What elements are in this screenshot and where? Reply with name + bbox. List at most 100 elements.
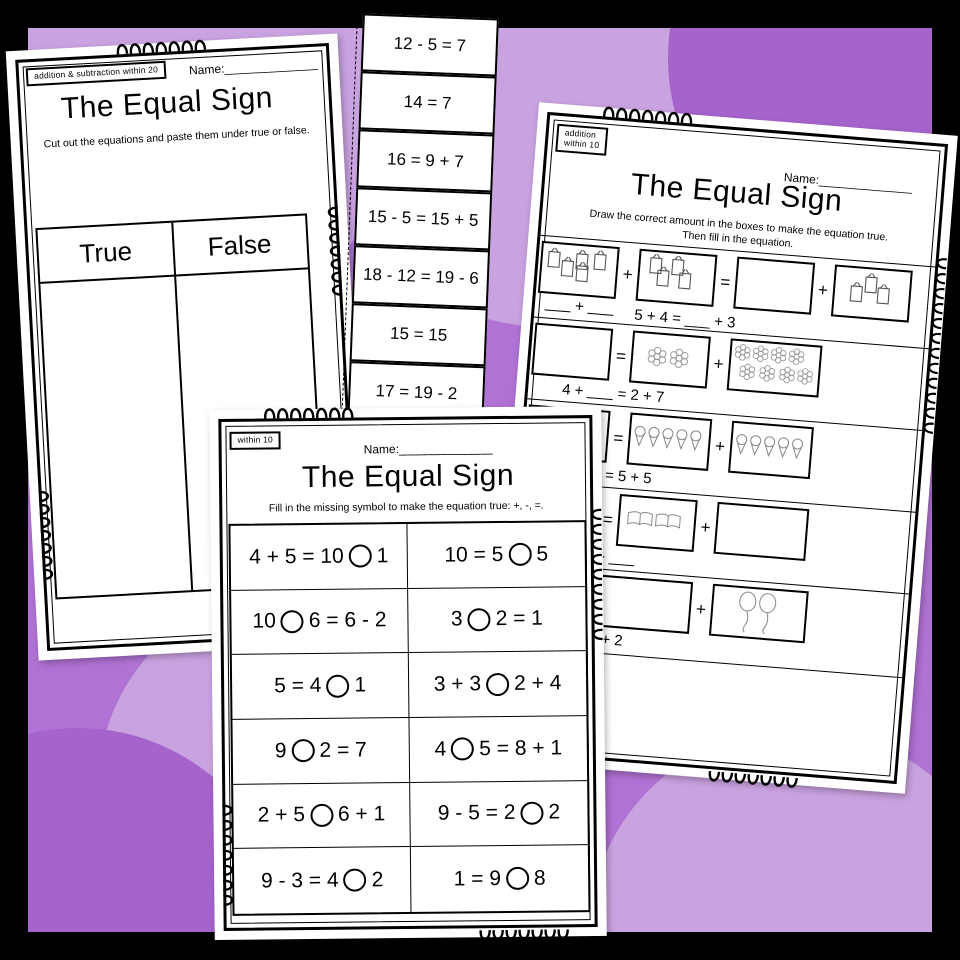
picture-box-empty[interactable] — [531, 322, 614, 381]
equation-right: 1 — [354, 673, 367, 697]
answer-circle[interactable] — [505, 866, 530, 891]
plus-operator: + — [714, 435, 726, 456]
gift-icon — [544, 245, 613, 295]
table-header-false: False — [171, 215, 308, 277]
picture-row-gift[interactable]: + = + — [537, 240, 913, 323]
picture-box-filled[interactable] — [727, 420, 814, 480]
equation-card[interactable]: 14 = 7 — [358, 71, 497, 135]
equation-card[interactable]: 12 - 5 = 7 — [360, 13, 499, 77]
picture-box-filled[interactable] — [708, 583, 809, 644]
equation-right: 5 = 8 + 1 — [479, 736, 563, 761]
equals-operator: = — [602, 509, 614, 529]
plus-operator: + — [621, 264, 634, 284]
spiral-binding-side-icon — [37, 487, 58, 584]
equation-left: 9 — [274, 739, 287, 763]
picture-box-filled[interactable] — [628, 330, 711, 389]
equation-left: 9 - 3 = 4 — [260, 868, 339, 893]
equation-cell[interactable]: 5 = 4 1 — [231, 653, 410, 720]
ice-cream-icon — [631, 424, 707, 459]
equation-left: 10 — [252, 609, 276, 634]
spiral-binding-side-icon — [221, 802, 238, 906]
picture-box-empty[interactable] — [713, 501, 810, 562]
picture-box-filled[interactable] — [626, 412, 713, 471]
answer-circle[interactable] — [326, 674, 350, 698]
equation-cell[interactable]: 3 + 3 2 + 4 — [408, 651, 587, 718]
spiral-binding-side-icon — [916, 254, 948, 455]
equation-cell[interactable]: 9 2 = 7 — [232, 717, 411, 785]
spiral-binding-bottom-icon — [705, 770, 802, 794]
equals-operator: = — [615, 345, 627, 366]
spiral-binding-side-icon — [322, 204, 343, 301]
answer-circle[interactable] — [508, 543, 532, 567]
equals-operator: = — [612, 427, 625, 448]
answer-circle[interactable] — [343, 868, 367, 892]
equals-operator: = — [719, 271, 731, 292]
flower-icon — [646, 344, 694, 375]
plus-operator: + — [712, 353, 725, 374]
table-column-divider — [174, 274, 194, 591]
equation-cell[interactable]: 4 + 5 = 10 1 — [230, 523, 409, 591]
equation-cell[interactable]: 10 6 = 6 - 2 — [231, 588, 409, 656]
equation-right: 6 = 6 - 2 — [308, 608, 387, 633]
equation-right: 2 — [371, 867, 384, 892]
ice-cream-icon — [733, 433, 809, 468]
equation-right: 6 + 1 — [337, 802, 386, 827]
answer-circle[interactable] — [291, 739, 315, 763]
equation-card[interactable]: 15 = 15 — [349, 303, 488, 367]
equation-card[interactable]: 15 - 5 = 15 + 5 — [354, 187, 493, 251]
gift-icon — [644, 253, 709, 303]
table-header-true: True — [37, 222, 177, 284]
equation-cell[interactable]: 3 2 = 1 — [408, 586, 586, 654]
spiral-binding-icon — [600, 101, 697, 125]
answer-circle[interactable] — [280, 610, 304, 634]
picture-box-empty[interactable] — [733, 256, 816, 315]
equation-right: 2 — [548, 800, 561, 825]
gift-icon — [845, 271, 898, 316]
answer-circle[interactable] — [467, 608, 491, 632]
equation-left: 1 = 9 — [453, 866, 502, 891]
equation-left: 5 = 4 — [274, 674, 322, 698]
equation-cell[interactable]: 9 - 3 = 4 2 — [233, 847, 412, 914]
spiral-binding-side-icon — [586, 506, 603, 642]
page-title: The Equal Sign — [301, 458, 515, 495]
equation-card[interactable]: 16 = 9 + 7 — [356, 129, 495, 193]
tag-line-2: within 10 — [563, 137, 600, 150]
missing-symbol-grid: 4 + 5 = 10 1 10 = 5 5 10 6 = 6 - 2 3 2 = 1 5… — [228, 520, 591, 916]
name-field-label[interactable]: Name:______________ — [363, 441, 493, 457]
picture-box-filled[interactable] — [537, 240, 620, 299]
equation-left: 3 — [450, 607, 463, 632]
equation-left: 4 + 5 = 10 — [249, 544, 344, 569]
plus-operator: + — [699, 517, 712, 537]
equation-cell[interactable]: 4 5 = 8 + 1 — [409, 716, 588, 783]
picture-box-filled[interactable] — [830, 264, 913, 323]
cut-out-equation-strip[interactable]: 12 - 5 = 7 14 = 7 16 = 9 + 7 15 - 5 = 15… — [340, 11, 505, 436]
spiral-binding-icon — [261, 403, 357, 420]
answer-circle[interactable] — [451, 737, 475, 761]
equation-cell[interactable]: 9 - 5 = 2 2 — [410, 780, 588, 848]
equation-right: 2 = 1 — [495, 607, 544, 631]
picture-box-filled[interactable] — [726, 338, 823, 398]
plus-operator: + — [695, 598, 707, 619]
worksheet-missing-symbol[interactable]: within 10 Name:______________ The Equal … — [209, 403, 607, 941]
equation-right: 8 — [533, 866, 546, 890]
equation-right: 2 + 4 — [513, 671, 562, 696]
equation-cell[interactable]: 10 = 5 5 — [407, 522, 586, 589]
equation-left: 3 + 3 — [433, 672, 482, 696]
flower-icon — [731, 343, 818, 395]
spiral-binding-bottom-icon — [477, 928, 573, 945]
equation-left: 4 — [434, 737, 447, 761]
picture-box-filled[interactable] — [635, 248, 718, 307]
answer-circle[interactable] — [486, 672, 510, 696]
picture-box-empty[interactable] — [593, 574, 694, 634]
answer-circle[interactable] — [309, 803, 334, 828]
equation-cell[interactable]: 1 = 9 8 — [411, 845, 589, 912]
equation-right: 1 — [376, 544, 389, 568]
answer-circle[interactable] — [520, 801, 544, 825]
answer-circle[interactable] — [348, 544, 372, 568]
book-icon — [625, 508, 689, 538]
worksheet-true-false[interactable]: addition & subtraction within 20 Name:__… — [5, 33, 371, 661]
equation-card[interactable]: 18 - 12 = 19 - 6 — [351, 245, 490, 309]
equation-cell[interactable]: 2 + 5 6 + 1 — [233, 782, 411, 850]
picture-box-filled[interactable] — [615, 493, 698, 553]
picture-row-flower[interactable]: = + — [531, 322, 823, 398]
